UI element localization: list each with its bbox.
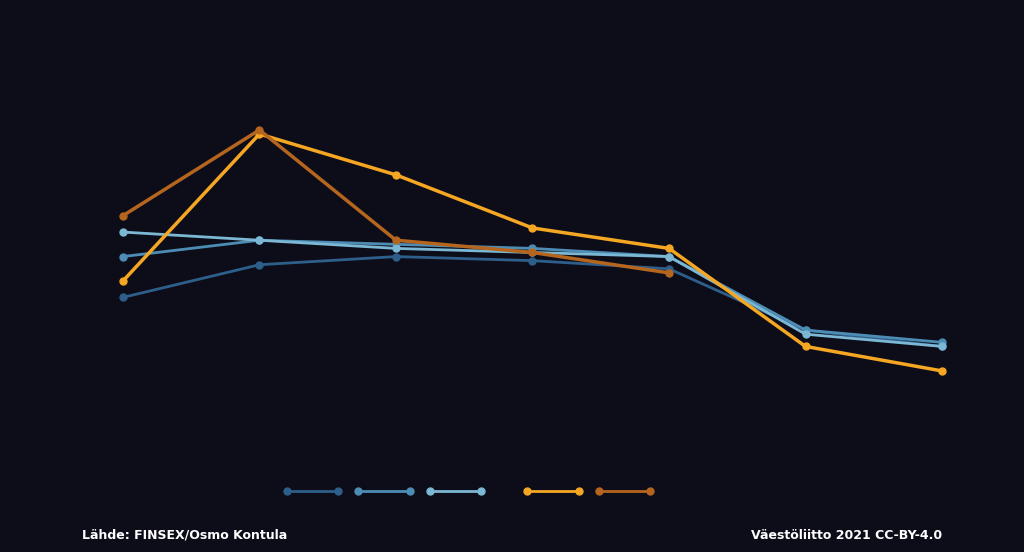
Text: Väestöliitto 2021 CC-BY-4.0: Väestöliitto 2021 CC-BY-4.0 — [751, 529, 942, 542]
Text: Lähde: FINSEX/Osmo Kontula: Lähde: FINSEX/Osmo Kontula — [82, 529, 287, 542]
